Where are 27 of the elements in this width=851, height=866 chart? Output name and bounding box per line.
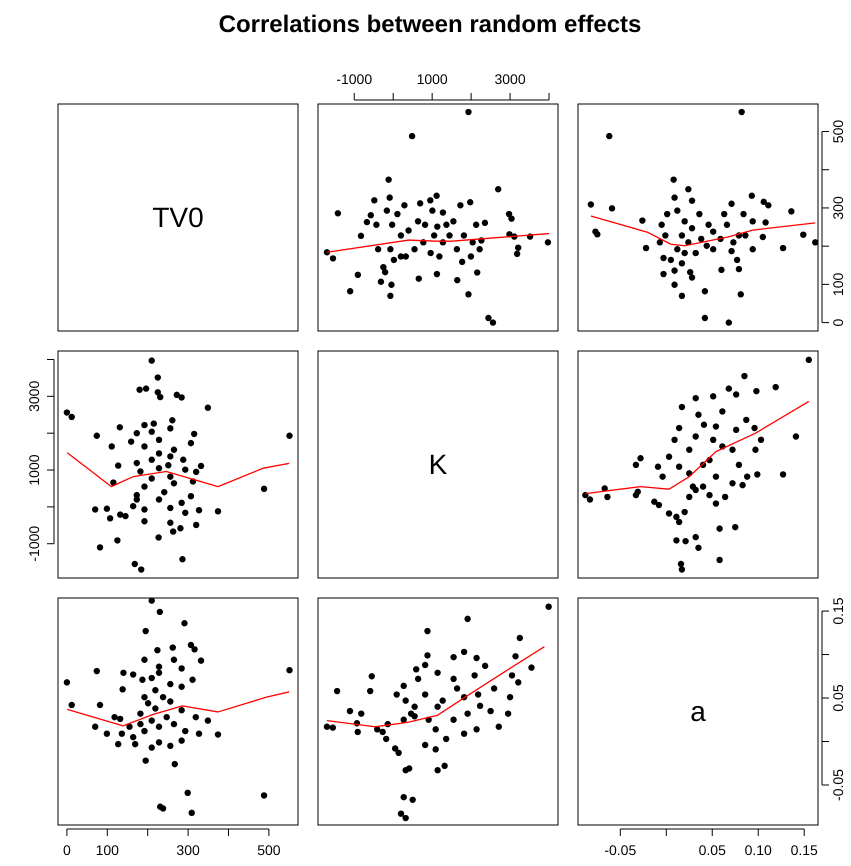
y-tick-label: 0 <box>830 318 846 326</box>
x-tick-label: 1000 <box>416 71 448 87</box>
x-tick-label: 0 <box>62 842 71 858</box>
y-tick-label: 1000 <box>26 454 42 486</box>
text: TV0 <box>152 202 204 233</box>
x-tick-label: -1000 <box>336 71 372 87</box>
text: Correlations between random effects <box>218 11 642 38</box>
x-tick-label: 500 <box>257 842 281 858</box>
y-tick-label: 100 <box>830 272 846 296</box>
x-tick-label: 0.05 <box>698 842 726 858</box>
y-tick-label: 500 <box>830 120 846 144</box>
x-tick-label: -0.05 <box>604 842 636 858</box>
line-series <box>66 452 290 488</box>
y-tick-label: 0.15 <box>830 597 846 625</box>
line-series <box>590 215 816 246</box>
x-tick-label: 0.15 <box>790 842 818 858</box>
annotation: a <box>690 696 706 727</box>
x-tick-label: 100 <box>96 842 120 858</box>
y-tick-label: -0.05 <box>830 768 846 801</box>
x-tick-label: 0.10 <box>744 842 772 858</box>
y-tick-label: 300 <box>830 196 846 220</box>
text: K <box>428 449 448 480</box>
y-tick-label: 0.05 <box>830 684 846 712</box>
y-tick-label: -1000 <box>26 526 42 562</box>
x-tick-label: 3000 <box>494 71 526 87</box>
x-tick-label: 300 <box>176 842 200 858</box>
y-tick-label: 3000 <box>26 380 42 412</box>
